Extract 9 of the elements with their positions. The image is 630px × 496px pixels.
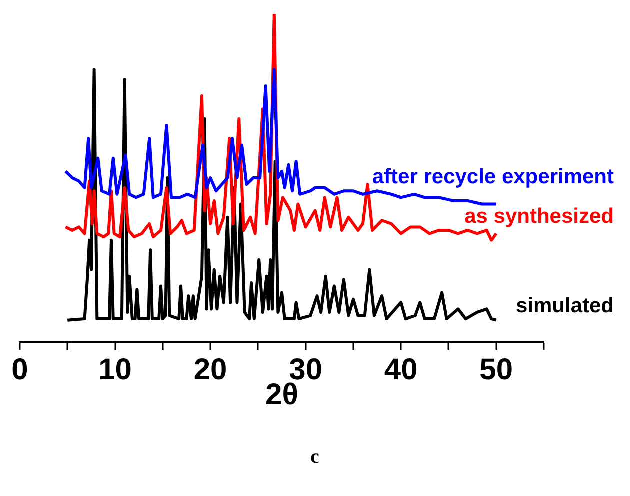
- x-tick-label: 10: [98, 353, 132, 386]
- x-tick-label: 50: [480, 353, 514, 386]
- text: c: [310, 446, 320, 469]
- series-label: simulated: [516, 294, 614, 318]
- series-label: after recycle experiment: [372, 165, 614, 188]
- x-tick-label: 20: [194, 353, 228, 386]
- x-tick-label: 40: [384, 353, 418, 386]
- x-tick-label: 0: [12, 353, 28, 386]
- series-label: as synthesized: [464, 204, 614, 228]
